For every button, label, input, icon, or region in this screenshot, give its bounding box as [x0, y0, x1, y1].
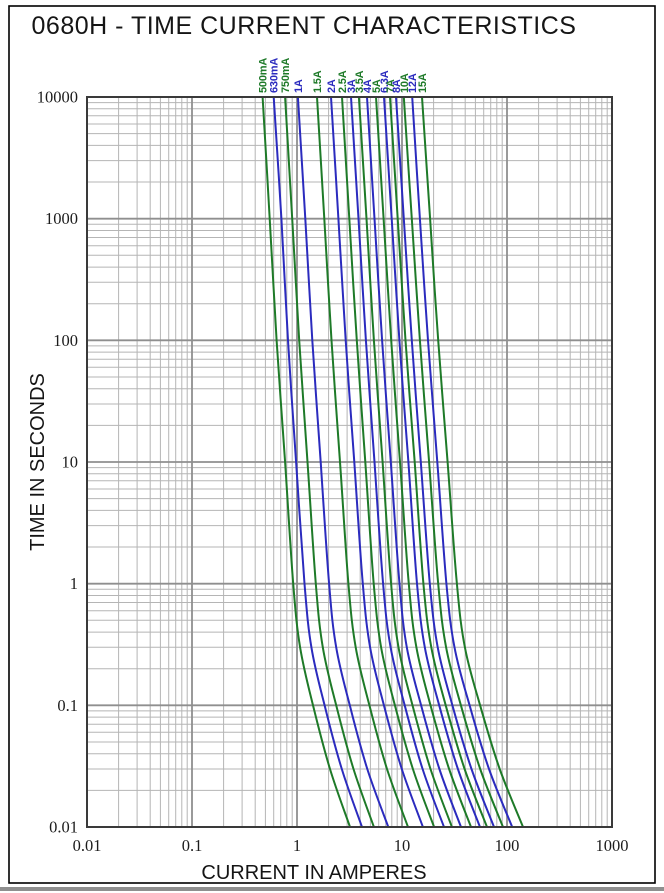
curve-label-500mA: 500mA: [258, 58, 270, 93]
curve-1A: [296, 96, 390, 828]
curve-4A: [366, 96, 462, 828]
curve-label-5A: 5A: [371, 79, 383, 93]
curve-3A: [350, 96, 445, 828]
y-tick-label: 1000: [45, 209, 78, 228]
curve-500mA: [261, 96, 351, 828]
curve-label-2.5A: 2.5A: [337, 70, 349, 93]
y-tick-label: 0.01: [49, 818, 78, 837]
x-tick-label: 0.01: [73, 836, 102, 855]
curve-15A: [421, 96, 524, 828]
curve-label-12A: 12A: [407, 73, 419, 93]
curve-label-2A: 2A: [326, 79, 338, 93]
curve-rating-labels: 500mA 630mA 750mA 1A 1.5A 2A 2.5A3A3.5A4A5A6.3…: [258, 58, 429, 93]
curve-label-7A: 7A: [385, 79, 397, 93]
page-edge-shadow: [0, 887, 664, 891]
curve-12A: [411, 96, 514, 828]
curve-1.5A: [316, 96, 409, 828]
curve-label-750mA: 750mA: [280, 58, 292, 93]
curve-10A: [402, 96, 504, 828]
x-tick-label: 1: [293, 836, 301, 855]
x-tick-label: 10: [394, 836, 411, 855]
x-tick-label: 1000: [596, 836, 629, 855]
curve-2.5A: [341, 96, 436, 828]
curve-630mA: [272, 96, 363, 828]
plot-frame: [86, 96, 613, 828]
x-tick-label: 0.1: [182, 836, 203, 855]
curve-label-6.3A: 6.3A: [379, 70, 391, 93]
curve-label-4A: 4A: [362, 79, 374, 93]
curve-7A: [389, 96, 488, 828]
curve-2A: [330, 96, 424, 828]
x-axis-title: CURRENT IN AMPERES: [201, 862, 426, 884]
y-tick-label: 100: [53, 331, 78, 350]
fuse-curves: [261, 96, 524, 828]
y-axis-tick-labels: 10000 1000 100 10 1 0.1 0.01: [37, 88, 78, 837]
y-tick-label: 10000: [37, 88, 78, 107]
curve-label-15A: 15A: [417, 73, 429, 93]
x-tick-label: 100: [495, 836, 520, 855]
curve-750mA: [284, 96, 375, 828]
curve-label-1A: 1A: [293, 79, 305, 93]
curve-8A: [395, 96, 495, 828]
curve-label-630mA: 630mA: [269, 58, 281, 93]
y-tick-label: 10: [62, 453, 79, 472]
curve-label-3A: 3A: [346, 79, 358, 93]
y-tick-label: 0.1: [57, 696, 78, 715]
curve-label-8A: 8A: [391, 79, 403, 93]
y-tick-label: 1: [70, 574, 78, 593]
curve-3.5A: [357, 96, 453, 828]
y-axis-title: TIME IN SECONDS: [27, 373, 49, 551]
x-axis-tick-labels: 0.01 0.1 1 10 100 1000: [73, 836, 629, 855]
curve-label-10A: 10A: [399, 73, 411, 93]
curve-label-1.5A: 1.5A: [312, 70, 324, 93]
curve-6.3A: [383, 96, 481, 828]
chart-title: 0680H - TIME CURRENT CHARACTERISTICS: [32, 12, 577, 40]
curve-label-3.5A: 3.5A: [354, 70, 366, 93]
page-border: [8, 5, 656, 884]
curve-5A: [375, 96, 472, 828]
